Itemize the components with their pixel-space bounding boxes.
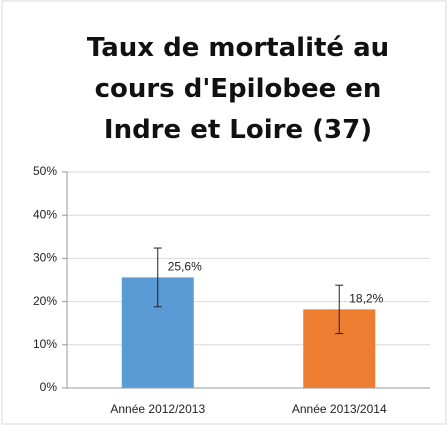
y-tick-label: 0% [40,380,58,394]
x-tick-label: Année 2013/2014 [292,402,387,416]
y-tick-label: 10% [33,337,57,351]
y-tick-label: 50% [33,164,57,178]
y-tick-label: 40% [33,207,57,221]
y-tick-label: 20% [33,294,57,308]
y-tick-label: 30% [33,251,57,265]
data-label: 18,2% [349,292,383,306]
chart-title: Taux de mortalité au cours d'Epilobee en… [86,33,390,145]
x-tick-label: Année 2012/2013 [110,402,205,416]
data-label: 25,6% [168,260,202,274]
